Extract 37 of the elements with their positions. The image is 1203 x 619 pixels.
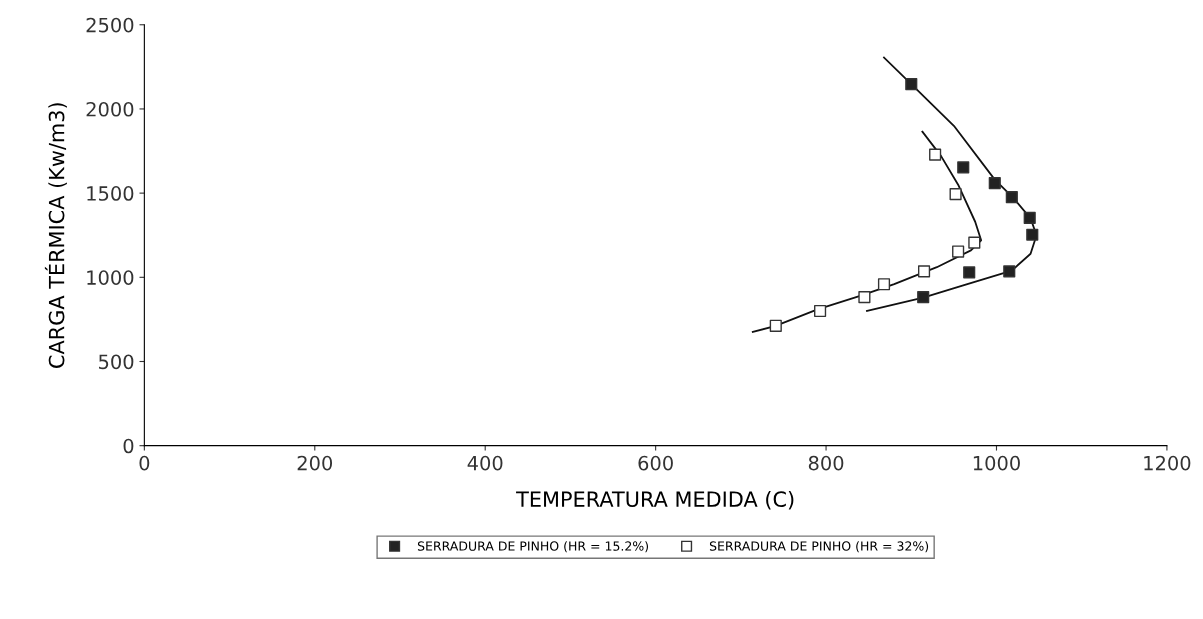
x-tick-label: 400	[467, 455, 503, 471]
x-tick-label: 0	[139, 455, 150, 471]
x-axis-title: TEMPERATURA MEDIDA (C)	[516, 490, 794, 510]
point	[929, 148, 942, 161]
point	[1003, 265, 1016, 278]
point	[1026, 228, 1039, 241]
point	[988, 177, 1001, 190]
point	[1023, 211, 1036, 224]
line-series	[866, 56, 1038, 312]
x-tick-label: 200	[297, 455, 333, 471]
point	[917, 291, 930, 304]
point	[952, 245, 965, 258]
x-tick-label: 600	[638, 455, 673, 471]
point	[949, 188, 962, 201]
point	[1005, 191, 1018, 204]
y-tick-label: 1500	[87, 186, 134, 201]
y-tick-label: 2000	[86, 101, 134, 117]
point	[968, 236, 981, 249]
point	[814, 304, 827, 318]
point	[769, 319, 782, 332]
legend-label: SERRADURA DE PINHO (HR = 32%)	[709, 541, 929, 553]
point	[905, 78, 918, 91]
y-tick-label: 1000	[87, 270, 134, 285]
y-tick-label: 2500	[86, 17, 134, 33]
point	[917, 265, 931, 278]
line-series	[751, 130, 983, 333]
y-tick-label: 0	[123, 438, 134, 454]
point	[877, 278, 891, 291]
legend-label: SERRADURA DE PINHO (HR = 15.2%)	[417, 541, 649, 553]
y-axis-title: CARGA TÉRMICA (Kw/m3)	[44, 103, 67, 368]
x-tick-label: 1000	[973, 455, 1020, 471]
point	[957, 161, 970, 174]
point	[858, 291, 871, 304]
point	[963, 266, 976, 279]
x-tick-label: 800	[808, 455, 844, 471]
y-tick-label: 500	[99, 354, 134, 370]
x-tick-label: 1200	[1144, 455, 1191, 471]
